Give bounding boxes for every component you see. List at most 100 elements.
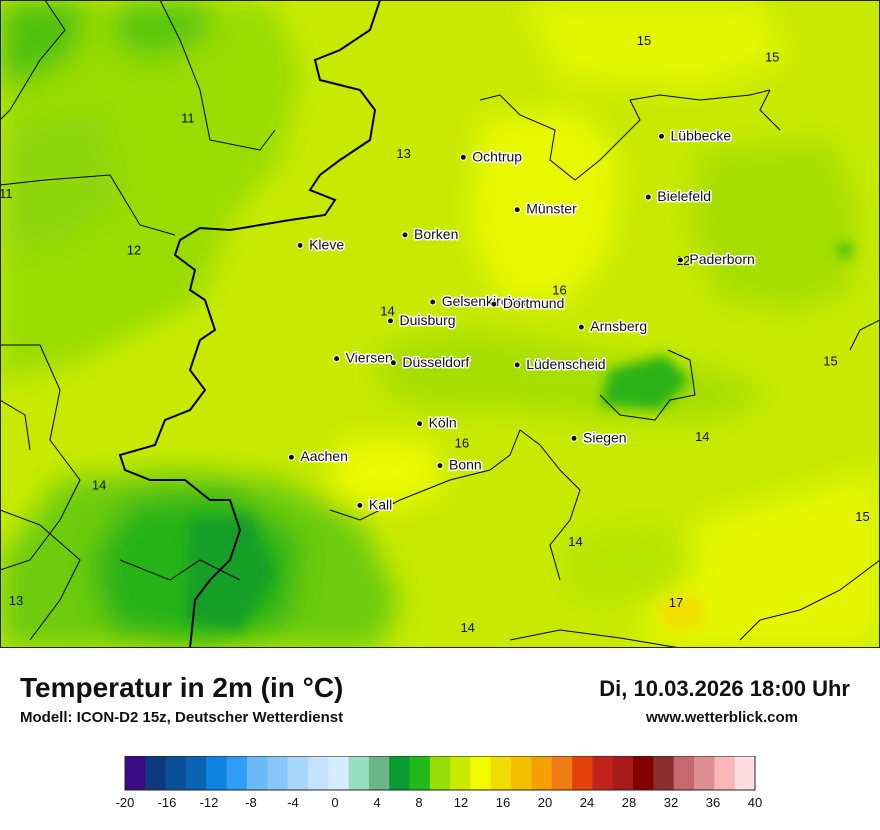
legend-swatch: [145, 756, 167, 790]
city-dot: [296, 241, 304, 249]
isotherm-labels: 151511131112161214151614141514171314: [0, 33, 870, 635]
city-label: Viersen: [346, 350, 393, 366]
legend-tick-label: 12: [454, 795, 468, 810]
city-dot: [490, 300, 498, 308]
city-dot: [513, 361, 521, 369]
city-dot: [513, 206, 521, 214]
city-dot: [429, 298, 437, 306]
city-label: Arnsberg: [590, 318, 647, 334]
isotherm-label: 14: [380, 303, 394, 318]
city-label: Paderborn: [689, 251, 754, 267]
city-gelsenkirchen: Gelsenkirchen: [429, 292, 533, 311]
isotherm-label: 13: [9, 593, 23, 608]
map-title: Temperatur in 2m (in °C): [20, 672, 344, 703]
isotherm-label: 15: [637, 33, 651, 48]
city-köln: Köln: [416, 413, 458, 432]
legend-swatch: [389, 756, 411, 790]
legend-swatch: [226, 756, 248, 790]
isotherm-label: 12: [127, 243, 141, 258]
city-dot: [436, 462, 444, 470]
legend-tick-label: 4: [373, 795, 380, 810]
city-lübbecke: Lübbecke: [658, 126, 733, 145]
legend-swatch: [511, 756, 532, 790]
isotherm-label: 13: [396, 146, 410, 161]
legend-tick-label: 0: [331, 795, 338, 810]
city-ochtrup: Ochtrup: [459, 147, 524, 166]
isotherm-label: 14: [460, 620, 474, 635]
legend-swatch: [490, 756, 512, 790]
city-label: Bielefeld: [657, 188, 711, 204]
city-bonn: Bonn: [436, 455, 483, 474]
city-label: Lüdenscheid: [526, 356, 605, 372]
legend-tick-label: 20: [538, 795, 552, 810]
legend-swatch: [592, 756, 614, 790]
legend-swatch: [409, 756, 431, 790]
city-dot: [658, 132, 665, 140]
legend-swatch: [348, 756, 370, 790]
legend-swatch: [368, 756, 390, 790]
city-dot: [459, 153, 467, 161]
legend-tick-label: 28: [622, 795, 636, 810]
city-dot: [577, 323, 585, 331]
city-label: Düsseldorf: [402, 354, 469, 370]
city-dot: [401, 231, 409, 239]
model-source: Modell: ICON-D2 15z, Deutscher Wetterdie…: [20, 709, 344, 726]
city-label: Köln: [429, 415, 457, 431]
website-link[interactable]: www.wetterblick.com: [646, 709, 798, 726]
legend-tick-label: -16: [158, 795, 177, 810]
city-arnsberg: Arnsberg: [577, 317, 649, 336]
color-legend: -20 -16 -12 -8 -4 0 4 8 12 16 20 24 28 32 36 40: [116, 756, 762, 810]
legend-swatch: [694, 756, 715, 790]
city-lüdenscheid: Lüdenscheid: [513, 354, 607, 373]
temperature-field: [0, 0, 880, 648]
legend-swatch: [267, 756, 289, 790]
city-siegen: Siegen: [570, 428, 628, 447]
map-footer: Temperatur in 2m (in °C) Modell: ICON-D2…: [0, 648, 880, 830]
isotherm-label: 14: [92, 477, 106, 492]
city-dot: [389, 359, 397, 367]
legend-swatch: [287, 756, 309, 790]
city-viersen: Viersen: [333, 348, 394, 367]
legend-swatch: [714, 756, 736, 790]
city-münster: Münster: [513, 199, 579, 218]
city-label: Siegen: [583, 429, 627, 445]
city-duisburg: Duisburg: [387, 310, 457, 329]
city-aachen: Aachen: [287, 447, 349, 466]
city-kleve: Kleve: [296, 235, 346, 254]
legend-swatch: [246, 756, 268, 790]
city-dot: [387, 317, 394, 325]
city-dot: [356, 501, 364, 509]
legend-swatch: [328, 756, 350, 790]
legend-swatch: [551, 756, 573, 790]
city-label: Dortmund: [503, 295, 564, 311]
legend-swatch: [531, 756, 553, 790]
legend-swatch: [470, 756, 492, 790]
city-paderborn: Paderborn: [676, 250, 756, 269]
isotherm-label: 17: [669, 595, 683, 610]
legend-swatch: [673, 756, 695, 790]
city-label: Kall: [369, 496, 392, 512]
city-label: Kleve: [309, 236, 344, 252]
city-label: Münster: [526, 201, 577, 217]
legend-swatch: [165, 756, 187, 790]
city-kall: Kall: [356, 495, 394, 514]
legend-tick-label: 16: [496, 795, 510, 810]
legend-frame: [124, 756, 756, 791]
legend-tick-label: 40: [748, 795, 762, 810]
legend-tick-label: -20: [116, 795, 135, 810]
city-label: Gelsenkirchen: [442, 293, 532, 309]
legend-swatch: [429, 756, 451, 790]
legend-swatch: [572, 756, 593, 790]
city-label: Aachen: [300, 448, 347, 464]
legend-tick-label: -8: [245, 795, 257, 810]
legend-swatch: [185, 756, 207, 790]
city-label: Lübbecke: [671, 127, 732, 143]
isotherm-label: 15: [765, 50, 779, 65]
city-dot: [676, 256, 684, 264]
city-dot: [333, 355, 341, 363]
isotherm-label: 16: [552, 282, 566, 297]
legend-tick-label: -12: [200, 795, 219, 810]
legend-swatch: [612, 756, 634, 790]
legend-swatch: [450, 756, 471, 790]
city-borken: Borken: [401, 224, 460, 243]
